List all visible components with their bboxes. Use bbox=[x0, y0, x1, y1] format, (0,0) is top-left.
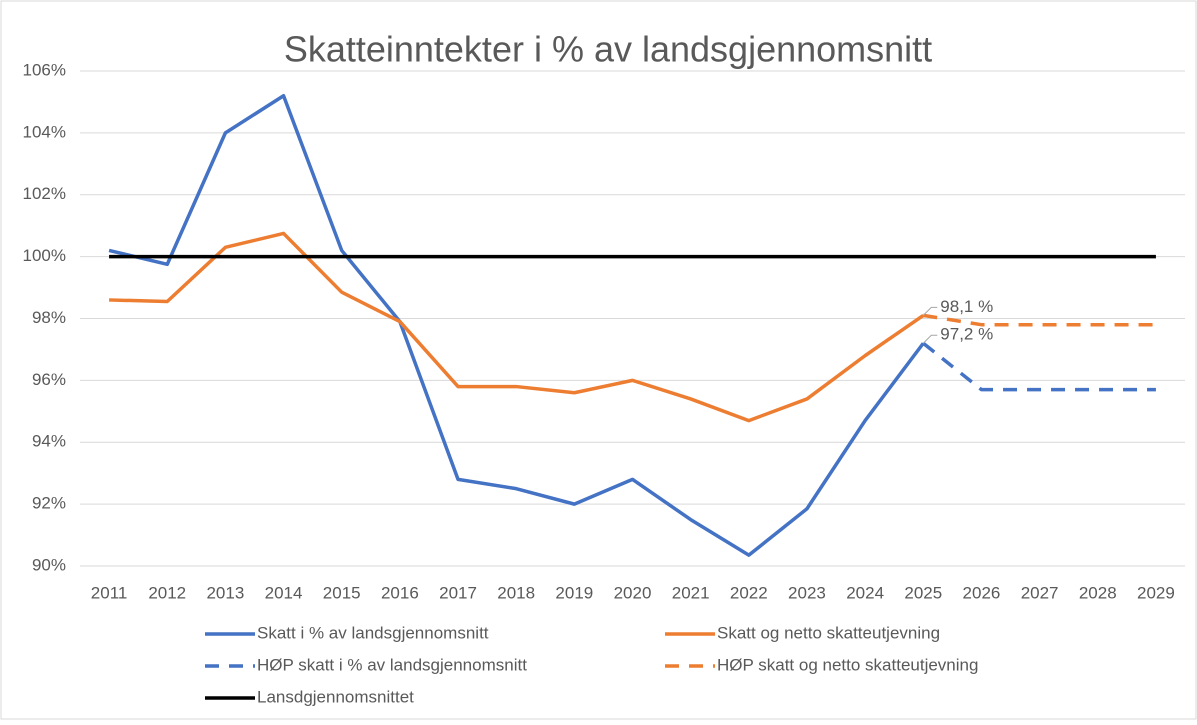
legend-label: HØP skatt og netto skatteutjevning bbox=[717, 655, 978, 674]
legend-label: HØP skatt i % av landsgjennomsnitt bbox=[257, 655, 527, 674]
x-tick-label: 2020 bbox=[614, 583, 652, 602]
x-tick-label: 2016 bbox=[381, 583, 419, 602]
legend-label: Skatt i % av landsgjennomsnitt bbox=[257, 623, 489, 642]
x-tick-label: 2022 bbox=[730, 583, 768, 602]
x-tick-label: 2019 bbox=[555, 583, 593, 602]
leader-line bbox=[922, 334, 938, 344]
series-line bbox=[922, 341, 1156, 392]
x-tick-label: 2014 bbox=[265, 583, 303, 602]
data-label: 97,2 % bbox=[940, 325, 993, 344]
x-tick-label: 2021 bbox=[672, 583, 710, 602]
leader-line bbox=[922, 306, 938, 316]
x-tick-label: 2025 bbox=[904, 583, 942, 602]
series-line bbox=[109, 231, 925, 423]
x-tick-label: 2015 bbox=[323, 583, 361, 602]
x-tick-label: 2029 bbox=[1137, 583, 1175, 602]
data-label: 98,1 % bbox=[940, 297, 993, 316]
y-tick-label: 102% bbox=[23, 184, 66, 203]
x-tick-label: 2023 bbox=[788, 583, 826, 602]
chart-title: Skatteinntekter i % av landsgjennomsnitt bbox=[284, 29, 932, 70]
y-tick-label: 94% bbox=[32, 432, 66, 451]
x-tick-label: 2027 bbox=[1021, 583, 1059, 602]
y-tick-label: 96% bbox=[32, 370, 66, 389]
legend-label: Skatt og netto skatteutjevning bbox=[717, 623, 940, 642]
x-tick-label: 2013 bbox=[206, 583, 244, 602]
y-tick-label: 106% bbox=[23, 60, 66, 79]
y-tick-label: 90% bbox=[32, 555, 66, 574]
x-tick-label: 2012 bbox=[148, 583, 186, 602]
series-line bbox=[108, 94, 925, 557]
x-tick-label: 2017 bbox=[439, 583, 477, 602]
x-tick-label: 2028 bbox=[1079, 583, 1117, 602]
y-tick-label: 92% bbox=[32, 494, 66, 513]
x-tick-label: 2018 bbox=[497, 583, 535, 602]
y-tick-label: 104% bbox=[23, 122, 66, 141]
x-tick-label: 2026 bbox=[963, 583, 1001, 602]
legend-label: Lansdgjennomsnittet bbox=[257, 687, 414, 706]
series-line bbox=[923, 313, 1156, 327]
y-tick-label: 98% bbox=[32, 308, 66, 327]
x-tick-label: 2011 bbox=[91, 583, 128, 602]
x-tick-label: 2024 bbox=[846, 583, 884, 602]
y-tick-label: 100% bbox=[23, 246, 66, 265]
